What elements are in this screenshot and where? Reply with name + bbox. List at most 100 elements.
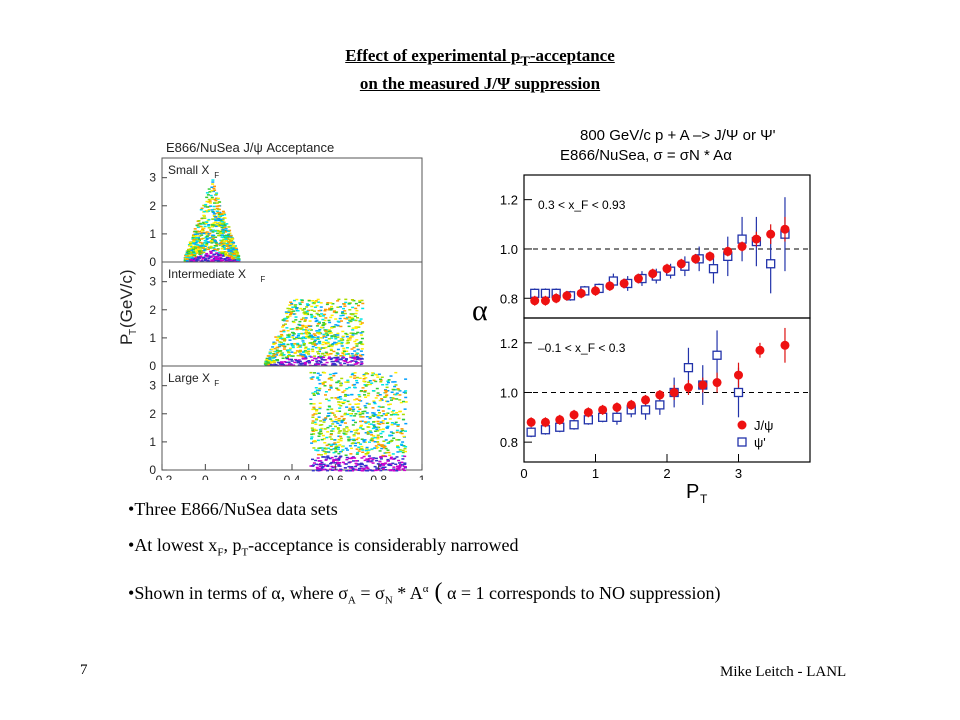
acceptance-point (377, 405, 381, 408)
acceptance-point (206, 206, 210, 208)
acceptance-point (347, 429, 351, 431)
acceptance-point (215, 232, 219, 235)
acceptance-point (334, 425, 337, 428)
acceptance-point (364, 385, 368, 387)
acceptance-point (358, 320, 362, 323)
acceptance-point (197, 220, 201, 222)
acceptance-point (232, 245, 236, 247)
y-tick-label: 1 (149, 331, 156, 345)
acceptance-point (226, 257, 230, 260)
acceptance-point (193, 233, 197, 235)
acceptance-point (315, 463, 319, 466)
acceptance-point (322, 450, 326, 453)
acceptance-point (196, 233, 200, 235)
acceptance-point (366, 394, 370, 397)
acceptance-point (336, 398, 340, 400)
acceptance-point (336, 300, 340, 302)
acceptance-point (368, 430, 372, 433)
acceptance-point (339, 398, 343, 400)
acceptance-point (328, 373, 332, 376)
acceptance-point (210, 225, 214, 228)
acceptance-point (374, 380, 378, 383)
acceptance-point (334, 311, 338, 314)
acceptance-point (314, 429, 318, 432)
acceptance-point (326, 465, 330, 467)
acceptance-point (315, 418, 319, 421)
acceptance-point (289, 313, 292, 315)
acceptance-point (215, 192, 219, 194)
acceptance-point (205, 231, 209, 233)
acceptance-point (339, 364, 343, 366)
acceptance-point (335, 360, 339, 363)
acceptance-point (214, 199, 218, 202)
acceptance-point (371, 407, 375, 409)
acceptance-point (399, 430, 403, 433)
acceptance-point (301, 357, 305, 360)
acceptance-point (366, 426, 370, 428)
acceptance-point (315, 409, 319, 411)
acceptance-point (364, 377, 368, 379)
acceptance-point (317, 435, 321, 437)
acceptance-point (223, 224, 227, 226)
acceptance-point (212, 214, 216, 217)
acceptance-point (330, 345, 334, 348)
acceptance-point (281, 338, 285, 341)
acceptance-point (195, 224, 199, 227)
acceptance-point (304, 312, 308, 315)
acceptance-point (209, 251, 213, 254)
jpsi-point (555, 415, 565, 425)
acceptance-point (340, 377, 344, 380)
acceptance-point (226, 246, 230, 248)
acceptance-point (318, 469, 322, 471)
acceptance-point (322, 322, 326, 324)
acceptance-point (346, 381, 350, 383)
acceptance-point (303, 319, 307, 321)
acceptance-point (325, 398, 329, 400)
acceptance-point (394, 413, 398, 416)
acceptance-point (333, 310, 336, 312)
acceptance-point (356, 352, 360, 355)
acceptance-point (378, 465, 382, 467)
acceptance-point (297, 364, 301, 366)
acceptance-point (303, 308, 306, 310)
acceptance-point (212, 247, 216, 249)
acceptance-point (220, 223, 224, 225)
acceptance-point (213, 202, 216, 204)
acceptance-point (384, 469, 388, 471)
acceptance-point (297, 359, 301, 361)
acceptance-point (191, 251, 195, 253)
acceptance-point (388, 435, 392, 437)
acceptance-point (211, 181, 215, 183)
acceptance-point (304, 355, 308, 358)
acceptance-point (380, 436, 383, 438)
acceptance-point (227, 258, 231, 261)
acceptance-point (379, 378, 382, 381)
acceptance-point (188, 256, 191, 258)
acceptance-point (314, 459, 318, 462)
acceptance-point (280, 333, 284, 336)
acceptance-point (354, 307, 358, 310)
acceptance-point (282, 342, 286, 345)
acceptance-point (274, 350, 278, 353)
acceptance-point (354, 326, 358, 328)
acceptance-point (379, 406, 383, 408)
acceptance-point (404, 446, 408, 448)
acceptance-point (349, 356, 353, 359)
acceptance-point (195, 232, 199, 234)
acceptance-point (334, 443, 338, 446)
acceptance-point (215, 229, 219, 232)
acceptance-point (342, 428, 346, 430)
acceptance-point (383, 389, 387, 392)
acceptance-point (225, 223, 229, 225)
acceptance-point (383, 445, 387, 448)
acceptance-point (289, 363, 293, 366)
acceptance-point (210, 198, 214, 200)
acceptance-point (301, 332, 305, 335)
acceptance-point (342, 347, 346, 350)
acceptance-point (311, 420, 315, 422)
acceptance-point (204, 255, 208, 257)
acceptance-point (355, 376, 359, 379)
acceptance-point (312, 447, 316, 449)
acceptance-point (218, 234, 222, 237)
acceptance-point (283, 345, 287, 348)
